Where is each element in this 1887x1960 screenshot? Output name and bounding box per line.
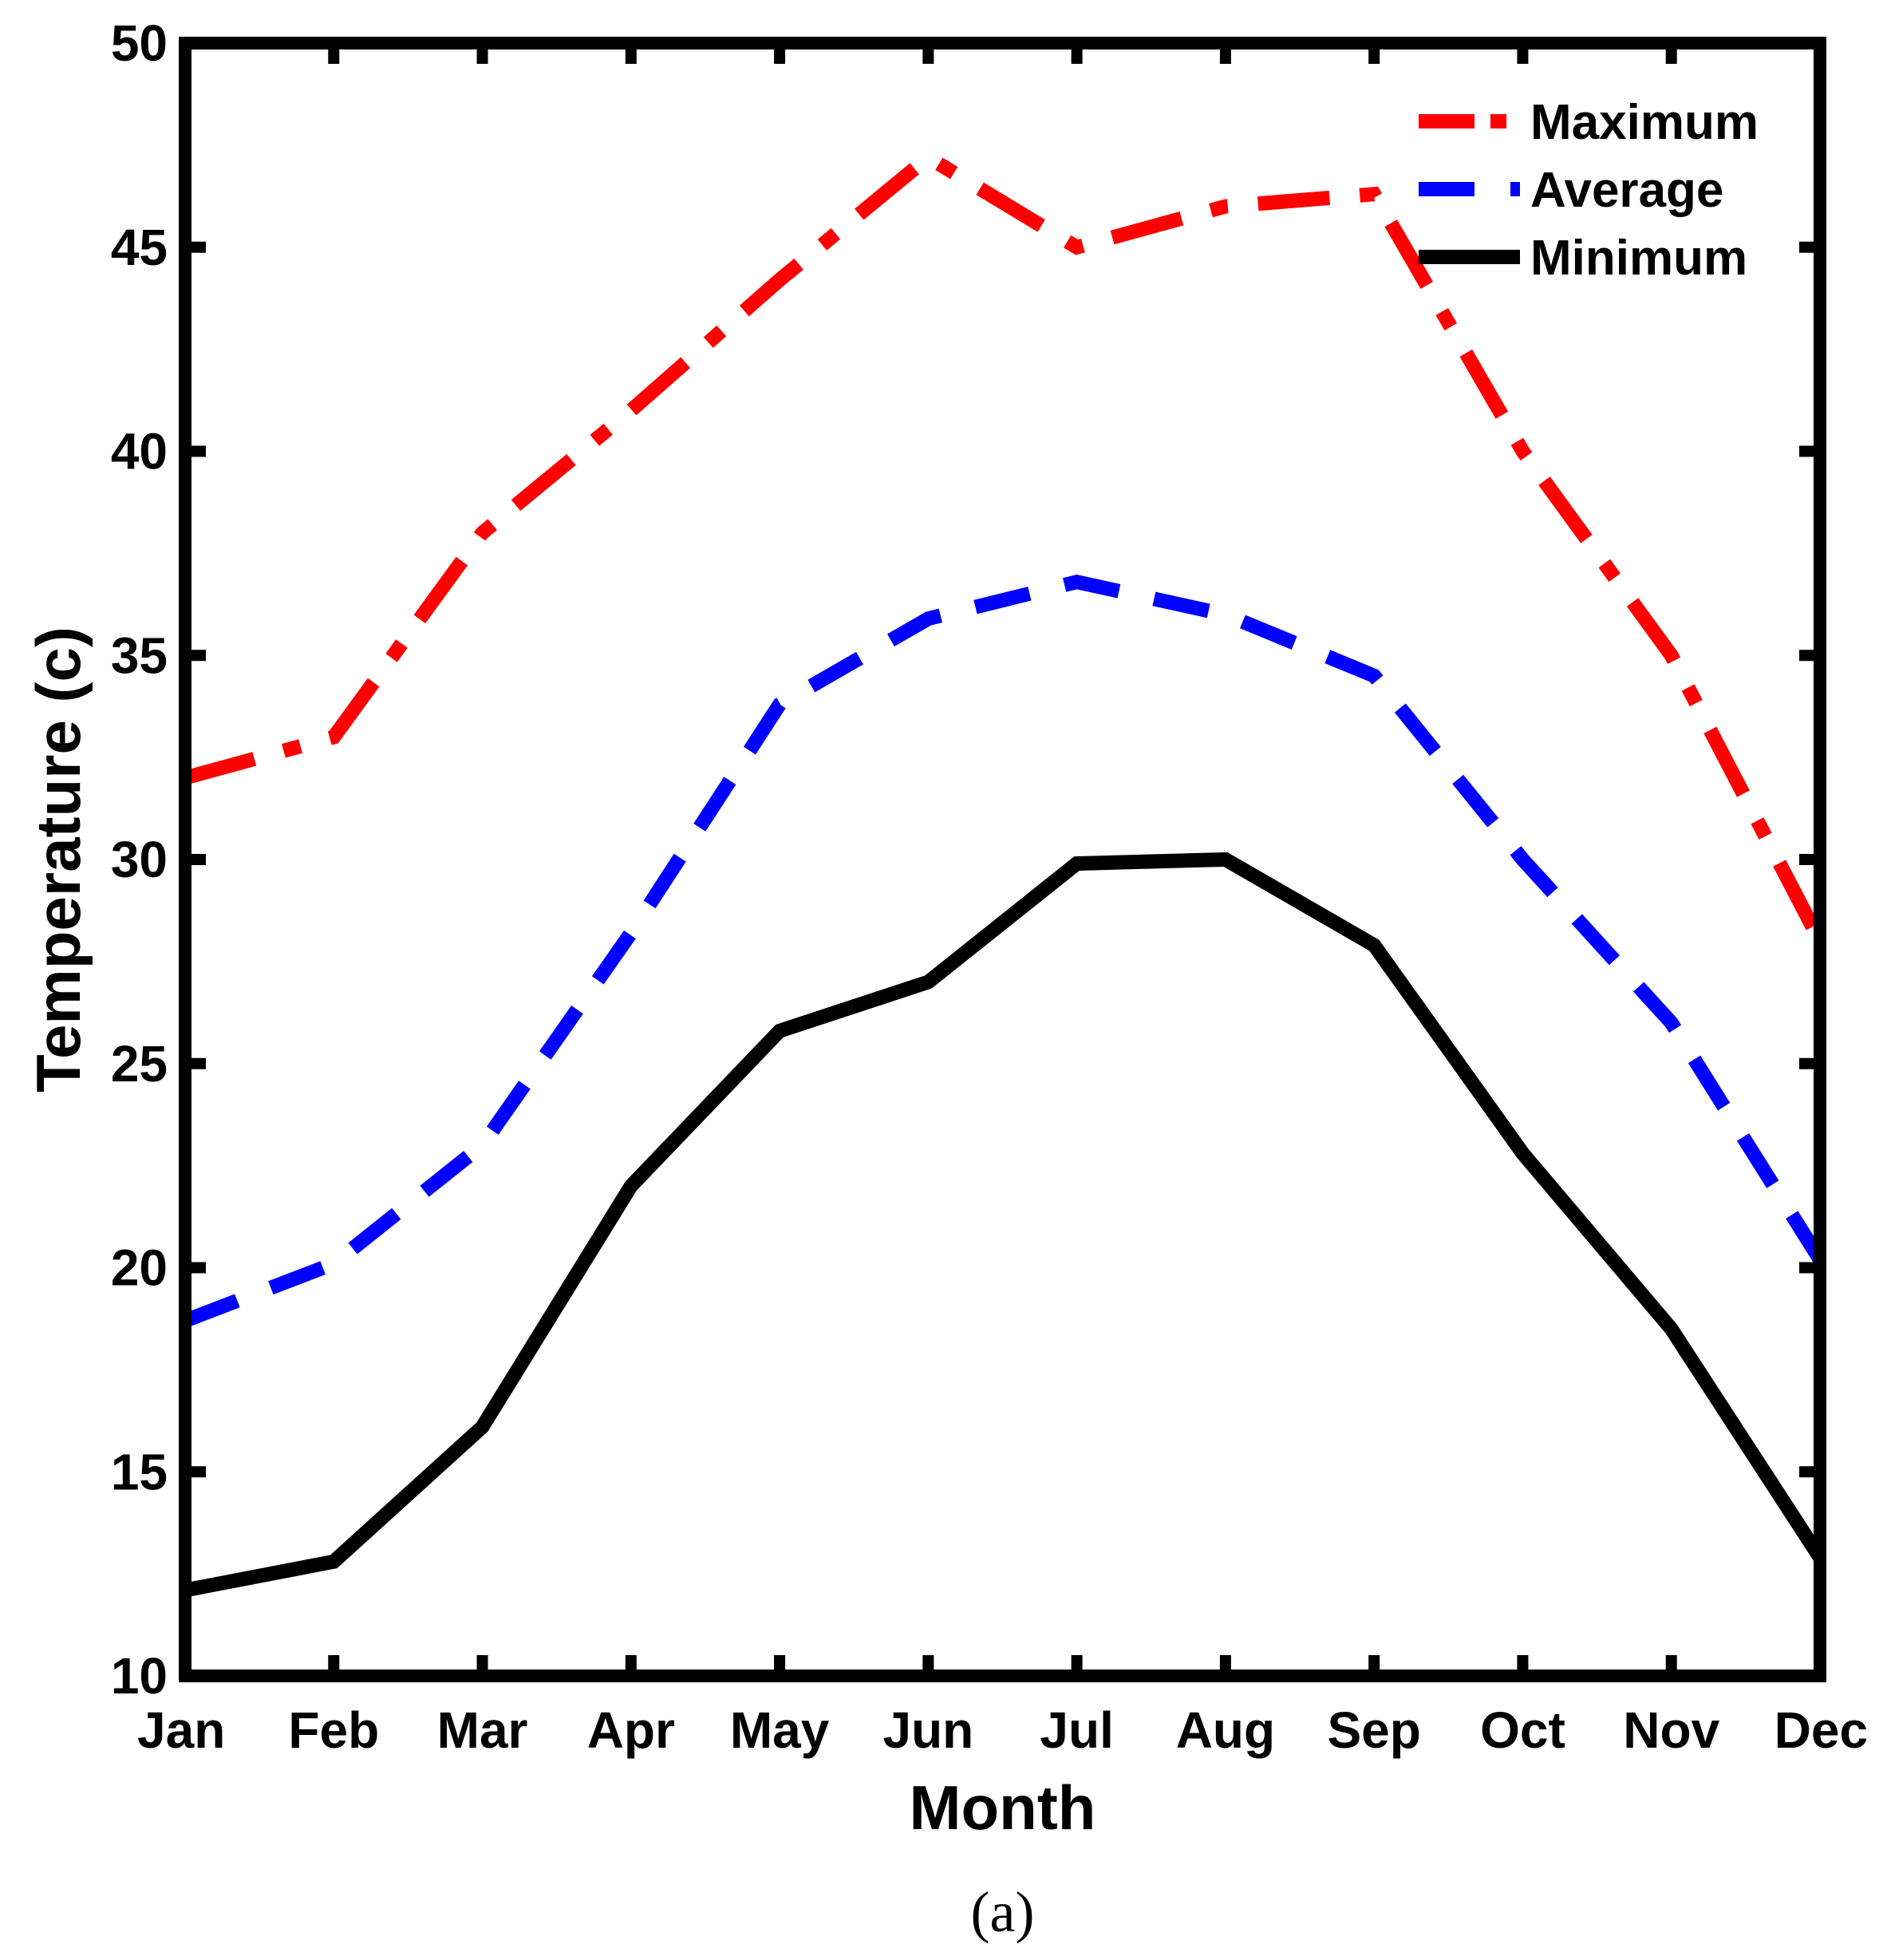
y-tick-label: 25 xyxy=(111,1035,168,1093)
y-tick-label: 45 xyxy=(111,219,168,276)
plot-frame xyxy=(179,37,1826,1682)
legend-label-minimum: Minimum xyxy=(1530,231,1747,286)
y-tick-label: 10 xyxy=(111,1647,168,1705)
y-tick-label: 30 xyxy=(111,831,168,888)
y-axis-title: Temperature (c) xyxy=(23,626,93,1093)
x-tick-label: Nov xyxy=(1623,1701,1719,1759)
series-layer xyxy=(185,148,1820,1598)
legend-label-average: Average xyxy=(1530,163,1723,218)
x-tick-label: Mar xyxy=(437,1701,528,1759)
x-tick-label: May xyxy=(730,1701,830,1759)
y-tick-label: 35 xyxy=(111,626,168,684)
y-tick-label: 40 xyxy=(111,423,168,480)
y-tick-label: 50 xyxy=(111,14,168,72)
x-axis-title: Month xyxy=(910,1772,1096,1843)
x-tick-label: Feb xyxy=(288,1701,379,1759)
y-tick-label: 15 xyxy=(111,1443,168,1500)
y-tick-label: 20 xyxy=(111,1239,168,1297)
legend: Maximum Average Minimum xyxy=(1419,95,1759,286)
x-tick-label: Jun xyxy=(882,1701,973,1759)
series-line-minimum xyxy=(185,852,1820,1598)
x-tick-label: Oct xyxy=(1480,1701,1565,1759)
x-tick-label: Apr xyxy=(587,1701,675,1759)
ticks-layer xyxy=(180,38,1826,1681)
x-tick-label: Jan xyxy=(137,1701,225,1759)
figure-caption: (a) xyxy=(971,1880,1035,1944)
x-tick-label: Sep xyxy=(1327,1701,1420,1759)
x-tick-label: Jul xyxy=(1040,1701,1113,1759)
legend-label-maximum: Maximum xyxy=(1530,95,1759,150)
series-line-maximum xyxy=(185,148,1820,945)
x-tick-label: Aug xyxy=(1176,1701,1275,1759)
x-tick-label: Dec xyxy=(1774,1701,1868,1759)
labels-layer: 10 15 20 25 30 35 40 45 50 Jan Feb Mar Apr May Jun Jul A… xyxy=(111,14,1868,1759)
series-line-average xyxy=(185,574,1820,1328)
